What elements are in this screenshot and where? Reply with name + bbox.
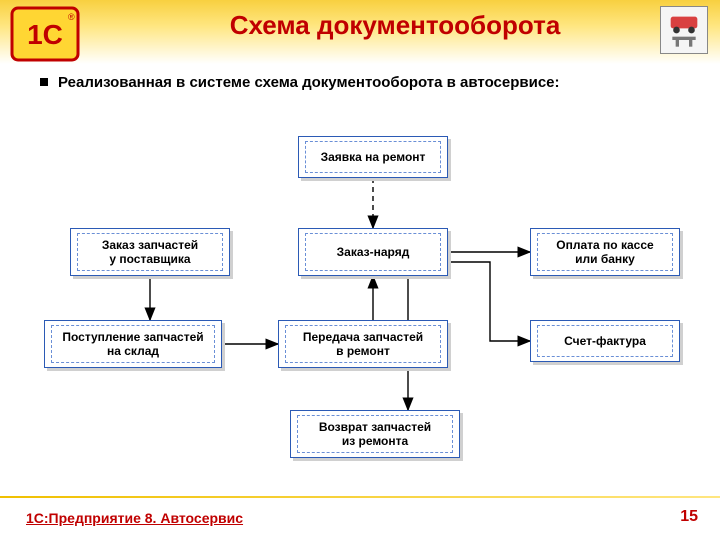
- flow-node-n3: Заказ-наряд: [298, 228, 448, 276]
- logo-1c: 1C ®: [10, 6, 80, 66]
- flow-node-n8: Возврат запчастей из ремонта: [290, 410, 460, 458]
- flow-node-n5: Поступление запчастей на склад: [44, 320, 222, 368]
- page-number: 15: [680, 508, 698, 526]
- flow-node-n2: Заказ запчастей у поставщика: [70, 228, 230, 276]
- svg-text:1C: 1C: [27, 19, 63, 50]
- page-title: Схема документооборота: [160, 10, 630, 41]
- bullet-icon: [40, 78, 48, 86]
- footer-product: 1С:Предприятие 8. Автосервис: [26, 510, 243, 526]
- flow-node-n1: Заявка на ремонт: [298, 136, 448, 178]
- autoservice-icon: [660, 6, 708, 54]
- subtitle-text: Реализованная в системе схема документоо…: [58, 74, 560, 91]
- flow-node-n7: Счет-фактура: [530, 320, 680, 362]
- footer-rule: [0, 496, 720, 498]
- subtitle: Реализованная в системе схема документоо…: [40, 74, 680, 91]
- flow-node-n4: Оплата по кассе или банку: [530, 228, 680, 276]
- flow-node-n6: Передача запчастей в ремонт: [278, 320, 448, 368]
- svg-text:®: ®: [68, 12, 75, 22]
